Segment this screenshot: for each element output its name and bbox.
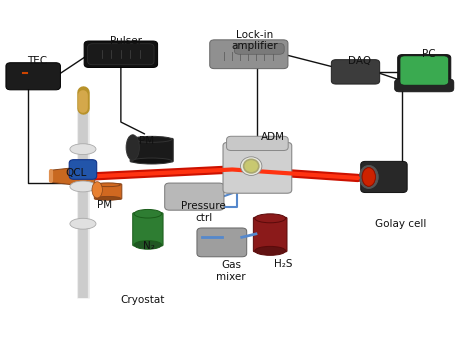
- FancyBboxPatch shape: [84, 41, 157, 67]
- Ellipse shape: [362, 167, 375, 186]
- Ellipse shape: [96, 197, 120, 200]
- FancyBboxPatch shape: [210, 40, 288, 68]
- FancyBboxPatch shape: [88, 44, 154, 65]
- FancyBboxPatch shape: [94, 184, 122, 199]
- Text: DAQ: DAQ: [348, 56, 371, 66]
- FancyBboxPatch shape: [130, 138, 173, 162]
- Text: QCL: QCL: [65, 168, 87, 178]
- Ellipse shape: [240, 157, 262, 176]
- Polygon shape: [51, 165, 95, 187]
- Ellipse shape: [70, 144, 96, 155]
- FancyBboxPatch shape: [331, 60, 380, 84]
- Ellipse shape: [134, 241, 162, 249]
- FancyBboxPatch shape: [400, 56, 448, 85]
- Text: Gas
mixer: Gas mixer: [217, 260, 246, 282]
- Ellipse shape: [362, 167, 375, 186]
- Text: Pulser: Pulser: [109, 36, 142, 46]
- FancyBboxPatch shape: [133, 213, 163, 246]
- Ellipse shape: [92, 182, 102, 198]
- Text: PM: PM: [97, 200, 112, 210]
- FancyBboxPatch shape: [227, 136, 288, 151]
- Text: H₂S: H₂S: [274, 259, 293, 270]
- Text: TEC: TEC: [27, 56, 47, 66]
- Text: PC: PC: [422, 49, 436, 59]
- Ellipse shape: [131, 136, 172, 142]
- FancyBboxPatch shape: [164, 183, 224, 210]
- Ellipse shape: [255, 214, 285, 223]
- FancyBboxPatch shape: [6, 63, 61, 90]
- Ellipse shape: [131, 158, 172, 164]
- Text: N₂: N₂: [143, 241, 155, 251]
- FancyBboxPatch shape: [223, 142, 292, 193]
- FancyBboxPatch shape: [197, 228, 247, 257]
- Ellipse shape: [70, 181, 96, 192]
- Text: PM: PM: [139, 136, 155, 146]
- Ellipse shape: [134, 210, 162, 218]
- Text: Pressure
ctrl: Pressure ctrl: [182, 201, 226, 223]
- Ellipse shape: [70, 218, 96, 229]
- Ellipse shape: [255, 246, 285, 255]
- FancyBboxPatch shape: [69, 160, 97, 179]
- FancyBboxPatch shape: [234, 43, 284, 54]
- Ellipse shape: [96, 183, 120, 186]
- Text: Lock-in
amplifier: Lock-in amplifier: [232, 30, 278, 52]
- FancyBboxPatch shape: [253, 217, 287, 252]
- FancyBboxPatch shape: [361, 161, 407, 193]
- Ellipse shape: [359, 165, 378, 188]
- Text: ADM: ADM: [261, 132, 284, 142]
- Text: Golay cell: Golay cell: [375, 219, 426, 229]
- Text: Cryostat: Cryostat: [121, 295, 165, 305]
- FancyBboxPatch shape: [394, 79, 454, 92]
- Ellipse shape: [244, 159, 259, 173]
- FancyBboxPatch shape: [398, 55, 451, 88]
- Ellipse shape: [126, 135, 139, 160]
